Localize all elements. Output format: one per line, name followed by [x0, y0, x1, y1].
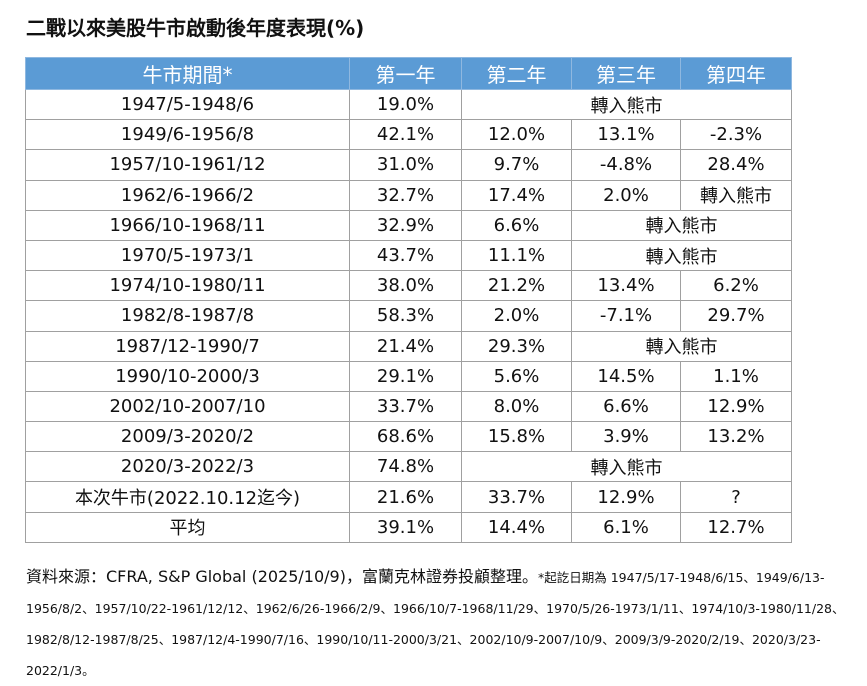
value-cell: 2.0%	[461, 300, 572, 332]
period-cell: 1990/10-2000/3	[25, 360, 350, 392]
period-cell: 平均	[25, 511, 350, 543]
table-row: 1949/6-1956/8 42.1% 12.0% 13.1% -2.3%	[25, 119, 792, 151]
value-cell: -2.3%	[680, 119, 792, 151]
period-cell: 本次牛市(2022.10.12迄今)	[25, 481, 350, 513]
table-row: 1970/5-1973/1 43.7% 11.1% 轉入熊市	[25, 239, 792, 272]
value-cell: 58.3%	[349, 300, 462, 332]
value-cell: 33.7%	[349, 390, 462, 423]
period-cell: 1957/10-1961/12	[25, 149, 350, 181]
period-cell: 1970/5-1973/1	[25, 239, 350, 272]
value-cell: 轉入熊市	[571, 209, 792, 241]
value-cell: 6.2%	[680, 270, 792, 302]
table-row: 1974/10-1980/11 38.0% 21.2% 13.4% 6.2%	[25, 270, 792, 302]
value-cell: 13.2%	[680, 421, 792, 453]
value-cell: 38.0%	[349, 270, 462, 302]
performance-table: 牛市期間* 第一年 第二年 第三年 第四年 1947/5-1948/6 19.0% 轉入熊市…	[25, 57, 792, 543]
period-cell: 1987/12-1990/7	[25, 330, 350, 362]
period-cell: 2020/3-2022/3	[25, 451, 350, 483]
table-row: 1982/8-1987/8 58.3% 2.0% -7.1% 29.7%	[25, 300, 792, 332]
value-cell: 8.0%	[461, 390, 572, 423]
value-cell: 11.1%	[461, 239, 572, 272]
value-cell: ?	[680, 481, 792, 513]
period-cell: 1974/10-1980/11	[25, 270, 350, 302]
value-cell: 12.9%	[571, 481, 681, 513]
table-row: 1966/10-1968/11 32.9% 6.6% 轉入熊市	[25, 209, 792, 241]
value-cell: 6.1%	[571, 511, 681, 543]
value-cell: 32.7%	[349, 179, 462, 211]
header-cell: 第四年	[680, 57, 792, 90]
table-row: 平均 39.1% 14.4% 6.1% 12.7%	[25, 511, 792, 543]
value-cell: 14.4%	[461, 511, 572, 543]
header-row: 牛市期間* 第一年 第二年 第三年 第四年	[25, 57, 792, 90]
value-cell: 2.0%	[571, 179, 681, 211]
table-row: 2020/3-2022/3 74.8% 轉入熊市	[25, 451, 792, 483]
table-row: 本次牛市(2022.10.12迄今) 21.6% 33.7% 12.9%?	[25, 481, 792, 513]
value-cell: 轉入熊市	[571, 239, 792, 272]
value-cell: 43.7%	[349, 239, 462, 272]
note: *起訖日期為 1947/5/17-1948/6/15、1949/6/13-195…	[26, 570, 845, 678]
period-cell: 1947/5-1948/6	[25, 88, 350, 121]
value-cell: 32.9%	[349, 209, 462, 241]
value-cell: 74.8%	[349, 451, 462, 483]
value-cell: 12.9%	[680, 390, 792, 423]
value-cell: 6.6%	[461, 209, 572, 241]
value-cell: -7.1%	[571, 300, 681, 332]
value-cell: 68.6%	[349, 421, 462, 453]
value-cell: 13.1%	[571, 119, 681, 151]
table-row: 1957/10-1961/12 31.0% 9.7% -4.8% 28.4%	[25, 149, 792, 181]
source: 資料來源：CFRA, S&P Global (2025/10/9)，富蘭克林證券…	[26, 567, 538, 586]
footer: 資料來源：CFRA, S&P Global (2025/10/9)，富蘭克林證券…	[26, 562, 861, 686]
value-cell: 29.3%	[461, 330, 572, 362]
header-cell: 第三年	[571, 57, 681, 90]
header-cell: 第一年	[349, 57, 462, 90]
value-cell: 17.4%	[461, 179, 572, 211]
value-cell: 21.6%	[349, 481, 462, 513]
period-cell: 2009/3-2020/2	[25, 421, 350, 453]
table-row: 1987/12-1990/7 21.4% 29.3% 轉入熊市	[25, 330, 792, 362]
value-cell: 29.7%	[680, 300, 792, 332]
value-cell: 3.9%	[571, 421, 681, 453]
value-cell: 28.4%	[680, 149, 792, 181]
value-cell: 9.7%	[461, 149, 572, 181]
value-cell: 19.0%	[349, 88, 462, 121]
value-cell: 轉入熊市	[461, 451, 792, 483]
value-cell: 29.1%	[349, 360, 462, 392]
value-cell: 21.4%	[349, 330, 462, 362]
period-cell: 1949/6-1956/8	[25, 119, 350, 151]
value-cell: 15.8%	[461, 421, 572, 453]
value-cell: 39.1%	[349, 511, 462, 543]
value-cell: 12.0%	[461, 119, 572, 151]
period-cell: 1962/6-1966/2	[25, 179, 350, 211]
value-cell: 轉入熊市	[461, 88, 792, 121]
header-cell: 第二年	[461, 57, 572, 90]
value-cell: 31.0%	[349, 149, 462, 181]
value-cell: 33.7%	[461, 481, 572, 513]
value-cell: 13.4%	[571, 270, 681, 302]
value-cell: -4.8%	[571, 149, 681, 181]
value-cell: 轉入熊市	[571, 330, 792, 362]
table-row: 1990/10-2000/3 29.1% 5.6% 14.5% 1.1%	[25, 360, 792, 392]
title: 二戰以來美股牛市啟動後年度表現(%)	[26, 16, 365, 40]
table-body: 1947/5-1948/6 19.0% 轉入熊市 1949/6-1956/8 42.1%…	[25, 88, 792, 543]
value-cell: 轉入熊市	[680, 179, 792, 211]
period-cell: 1982/8-1987/8	[25, 300, 350, 332]
value-cell: 1.1%	[680, 360, 792, 392]
value-cell: 5.6%	[461, 360, 572, 392]
table-row: 1947/5-1948/6 19.0% 轉入熊市	[25, 88, 792, 121]
table-row: 1962/6-1966/2 32.7% 17.4% 2.0% 轉入熊市	[25, 179, 792, 211]
value-cell: 12.7%	[680, 511, 792, 543]
period-cell: 1966/10-1968/11	[25, 209, 350, 241]
header-cell: 牛市期間*	[25, 57, 350, 90]
value-cell: 42.1%	[349, 119, 462, 151]
value-cell: 6.6%	[571, 390, 681, 423]
period-cell: 2002/10-2007/10	[25, 390, 350, 423]
table-row: 2009/3-2020/2 68.6% 15.8% 3.9% 13.2%	[25, 421, 792, 453]
table-row: 2002/10-2007/10 33.7% 8.0% 6.6% 12.9%	[25, 390, 792, 423]
value-cell: 14.5%	[571, 360, 681, 392]
value-cell: 21.2%	[461, 270, 572, 302]
